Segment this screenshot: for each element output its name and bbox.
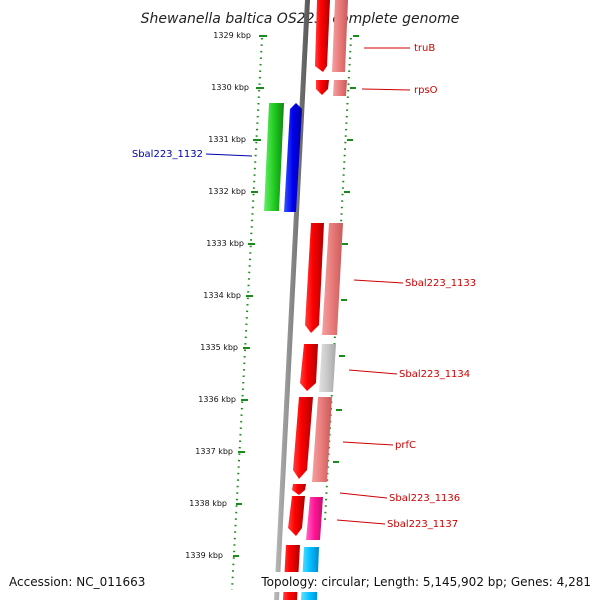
gene-label-Sbal223-1134[interactable]: Sbal223_1134 — [399, 369, 470, 380]
gene-label-truB[interactable]: truB — [414, 43, 435, 54]
gene-label-Sbal223-1132[interactable]: Sbal223_1132 — [132, 149, 203, 160]
genome-summary-text: Topology: circular; Length: 5,145,902 bp… — [260, 575, 591, 589]
gene-arrow-rpsO — [316, 80, 329, 95]
tick-label: 1335 kbp — [200, 343, 238, 352]
accession-text: Accession: NC_011663 — [9, 575, 145, 589]
gene-label-Sbal223-1133[interactable]: Sbal223_1133 — [405, 278, 476, 289]
tick-label: 1339 kbp — [185, 551, 223, 560]
gene-arrow-Sbal223-1133 — [305, 223, 324, 333]
gene-arrow-blue — [284, 103, 302, 212]
gene-arrow-rpsO-feature — [333, 80, 347, 96]
gene-label-Sbal223-1137[interactable]: Sbal223_1137 — [387, 519, 458, 530]
tick-label: 1331 kbp — [208, 135, 246, 144]
ruler-labels: 1329 kbp 1330 kbp 1331 kbp 1332 kbp 1333… — [185, 31, 251, 560]
gene-label-rpsO[interactable]: rpsO — [414, 85, 438, 96]
tick-label: 1334 kbp — [203, 291, 241, 300]
tick-label: 1333 kbp — [206, 239, 244, 248]
gene-label-prfC[interactable]: prfC — [395, 440, 416, 451]
gene-labels: truB rpsO Sbal223_1132 Sbal223_1133 Sbal… — [132, 43, 476, 530]
gene-arrow-prfC-feature — [312, 397, 332, 482]
gene-arrow-truB-feature — [332, 0, 348, 72]
ruler-inner-ring — [231, 37, 263, 591]
gene-arrow-Sbal223-1137-feature — [306, 497, 323, 540]
tick-label: 1337 kbp — [195, 447, 233, 456]
tick-label: 1330 kbp — [211, 83, 249, 92]
tick-label: 1332 kbp — [208, 187, 246, 196]
tick-label: 1338 kbp — [189, 499, 227, 508]
map-title: Shewanella baltica OS223, complete genom… — [141, 11, 460, 27]
gene-arrow-prfC — [293, 397, 313, 479]
label-leaders — [205, 47, 411, 525]
gene-arrow-Sbal223-1134 — [300, 344, 318, 391]
footer-right-bg — [258, 572, 600, 592]
tick-label: 1336 kbp — [198, 395, 236, 404]
gene-arrow-Sbal223-1134-feature — [319, 344, 336, 392]
gene-label-Sbal223-1136[interactable]: Sbal223_1136 — [389, 493, 460, 504]
gene-arrow-Sbal223-1137 — [288, 496, 305, 536]
chromosome-axis — [274, 0, 310, 600]
gene-arrow-green — [264, 103, 284, 211]
ruler-ticks-inner — [233, 35, 267, 557]
gene-arrow-Sbal223-1133-feature — [322, 223, 343, 335]
gene-arrow-Sbal223-1136 — [292, 484, 306, 495]
tick-label: 1329 kbp — [213, 31, 251, 40]
footer-left-bg — [0, 572, 122, 592]
gene-arrow-truB — [315, 0, 330, 72]
ruler-ticks-outer — [333, 35, 359, 463]
